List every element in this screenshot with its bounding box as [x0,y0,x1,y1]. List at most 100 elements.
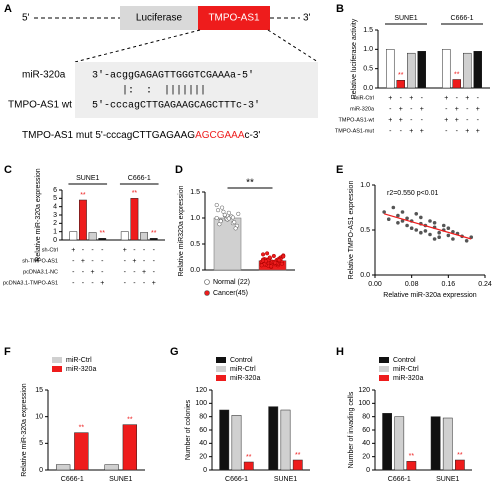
sign: + [152,280,156,287]
sign: - [82,269,85,276]
point [428,219,432,223]
panel-letter: E [336,164,343,176]
y-tick-label: 4 [53,204,57,211]
panel-letter: H [336,346,344,358]
point [226,216,231,221]
sign: + [123,247,127,254]
bar [219,409,230,471]
bar [55,464,71,471]
sign: - [400,95,403,102]
bar [396,80,405,89]
bar [268,406,279,471]
sign: - [133,280,136,287]
significance: ** [246,454,252,461]
legend-label: miR-Ctrl [230,366,256,373]
x-tick-label: C666-1 [61,476,84,483]
point [414,212,419,216]
legend-label: Control [230,357,253,364]
panel-letter: F [4,346,11,358]
point [265,251,270,256]
row-label: miR-320a [350,106,375,112]
y-tick-label: 0 [366,467,370,474]
point [419,230,423,235]
sign: - [124,280,127,287]
point [269,264,274,269]
legend-label: Normal (22) [213,279,250,286]
y-tick-label: 20 [362,454,370,461]
sign: - [82,280,85,287]
mut-sequence: TMPO-AS1 mut 5'-cccagCTTGAGAAGAGCGAAAc-3… [22,130,260,141]
bar [74,432,89,471]
category-label: SUNE1 [76,175,99,182]
pairing: |: : ||||||| [92,85,206,97]
point [400,210,405,214]
mirna-label: miR-320a [22,70,66,81]
point [441,223,446,228]
wt-sequence: 5'-cccagCTTGAGAAGCAGCTTTc-3' [92,100,260,112]
row-label: pcDNA3.1-NC [23,269,58,275]
legend-label: miR-320a [230,375,260,382]
legend-swatch [52,366,62,372]
sign: - [466,106,469,113]
point [214,202,219,208]
y-tick-label: 5 [53,195,57,202]
sign: + [100,280,104,287]
y-tick-label: 40 [199,440,207,447]
y-tick-label: 120 [195,387,207,394]
panel-letter: B [336,3,344,15]
sign: + [420,128,424,135]
y-tick-label: 1.5 [363,27,373,34]
x-tick-label: 0.16 [442,281,456,288]
point [230,215,235,220]
sign: + [388,95,392,102]
sign: + [409,95,413,102]
sign: - [72,280,75,287]
significance: ** [457,452,463,459]
x-tick-label: SUNE1 [274,476,297,483]
point [432,221,437,225]
sign: - [445,106,448,113]
bar [386,49,395,89]
sign: - [143,247,146,254]
sign: + [455,106,459,113]
sign: - [466,117,469,124]
point [428,232,432,237]
bar [79,199,87,241]
y-axis-label: Relative luciferase activity [351,18,358,99]
legend-swatch [216,375,226,381]
sign: + [388,117,392,124]
luciferase-box [120,6,198,30]
bar [452,79,461,89]
point [405,216,409,221]
sign: + [399,106,403,113]
y-tick-label: 0.5 [360,227,370,234]
sign: - [421,95,424,102]
point [261,252,266,257]
sign: - [400,128,403,135]
y-tick-label: 2 [53,220,57,227]
mut-red: AGCGAAA [195,130,245,141]
bar [243,461,254,471]
point [391,205,396,210]
point [281,254,286,259]
point [409,226,414,230]
bar [442,417,453,471]
y-tick-label: 6 [53,187,57,194]
legend-swatch [216,357,226,363]
point [400,219,405,223]
legend-label: miR-Ctrl [393,366,419,373]
y-tick-label: 60 [362,427,370,434]
legend-label: Cancer(45) [213,290,248,297]
y-tick-label: 0 [203,467,207,474]
legend-label: miR-Ctrl [66,357,92,364]
sign: + [399,117,403,124]
significance: ** [398,72,404,79]
x-tick-label: SUNE1 [109,476,132,483]
box-label: TMPO-AS1 [208,13,260,24]
y-tick-label: 0.0 [363,85,373,92]
sign: - [101,247,104,254]
sign: + [142,269,146,276]
row-label: TMPO-AS1-mut [335,128,375,134]
annotation: r2=0.550 p<0.01 [387,190,438,197]
